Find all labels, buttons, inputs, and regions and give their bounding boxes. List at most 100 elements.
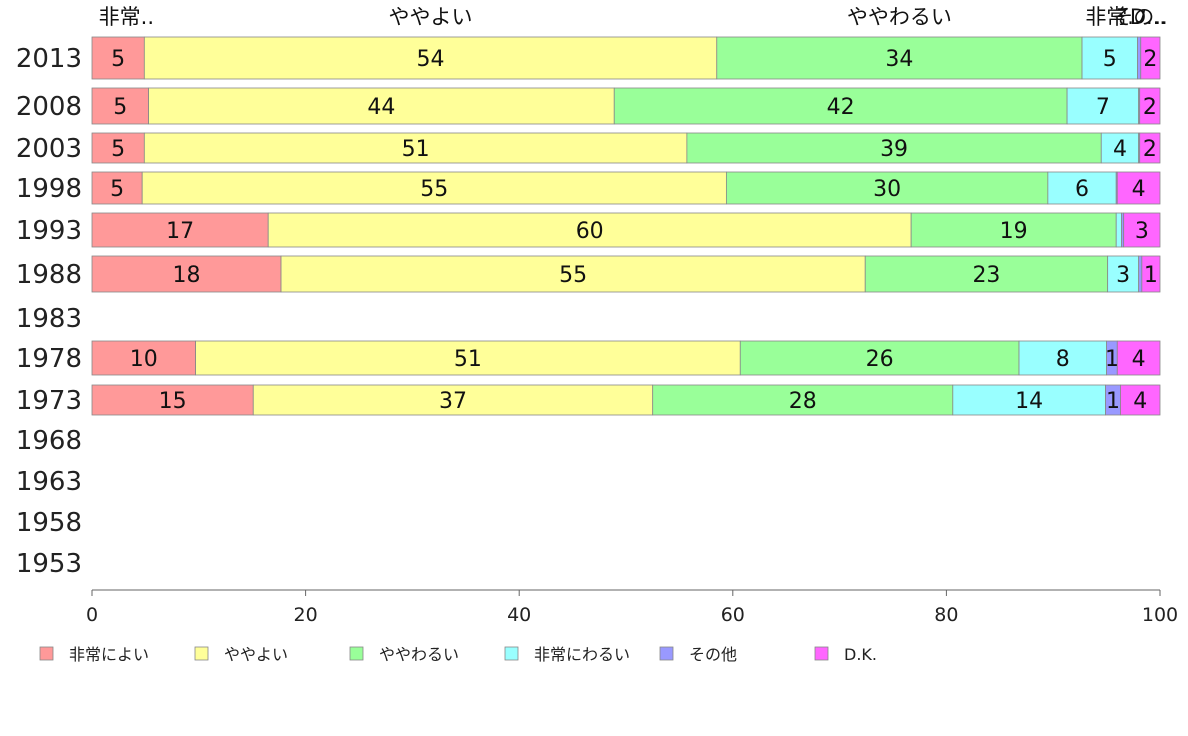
legend-swatch-s0	[39, 646, 54, 661]
top-label-s5: D...	[1130, 5, 1166, 29]
x-axis: 0 20 40 60 80 100	[86, 589, 1178, 626]
legend-swatch-s4	[659, 646, 674, 661]
bar-segment-1988-s1	[280, 255, 866, 293]
year-axis-labels: 2013 2008 2003 1998 1993 1988 1983 1978 1973 1968…	[16, 44, 82, 579]
bar-segment-1973-s3	[952, 384, 1106, 416]
bar-segment-1973-s1	[252, 384, 654, 416]
bar-segment-1998-s2	[725, 171, 1049, 205]
bar-segment-1978-s0	[91, 340, 196, 376]
data-label-2003-s2: 39	[880, 137, 908, 162]
bar-segment-1998-s0	[91, 171, 143, 205]
data-label-1998-s3: 6	[1075, 177, 1089, 202]
bar-segment-2013-s0	[91, 36, 145, 80]
data-label-2013-s5: 2	[1143, 47, 1157, 72]
data-label-1973-s0: 15	[159, 389, 187, 414]
data-label-1973-s2: 28	[789, 389, 817, 414]
data-label-1973-s1: 37	[439, 389, 467, 414]
data-label-2008-s5: 2	[1143, 95, 1157, 120]
x-tick-label-100: 100	[1142, 604, 1178, 626]
bar-segment-2003-s5	[1139, 132, 1161, 164]
data-label-2008-s0: 5	[113, 95, 127, 120]
data-label-1978-s0: 10	[130, 347, 158, 372]
year-label-1983: 1983	[16, 304, 82, 334]
bar-segment-2013-s4	[1137, 36, 1142, 80]
data-label-1973-s4: 1	[1106, 389, 1120, 414]
year-label-2008: 2008	[16, 92, 82, 122]
data-label-1978-s2: 26	[866, 347, 894, 372]
data-label-1993-s0: 17	[166, 219, 194, 244]
data-label-2003-s1: 51	[402, 137, 430, 162]
top-label-s0: 非常..	[99, 5, 154, 29]
bar-segment-1973-s0	[91, 384, 254, 416]
data-label-1993-s5: 3	[1135, 219, 1149, 244]
data-label-2013-s1: 54	[417, 47, 445, 72]
bar-segment-1988-s0	[91, 255, 282, 293]
bar-segment-2003-s2	[686, 132, 1102, 164]
x-tick-label-40: 40	[507, 604, 531, 626]
year-label-1953: 1953	[16, 549, 82, 579]
data-label-2003-s0: 5	[111, 137, 125, 162]
data-label-1978-s5: 4	[1132, 347, 1146, 372]
top-series-labels: 非常.. ややよい ややわるい 非常..その..D...	[99, 5, 1168, 29]
data-label-1993-s2: 19	[1000, 219, 1028, 244]
bar-segment-2003-s0	[91, 132, 145, 164]
year-label-1988: 1988	[16, 260, 82, 290]
data-label-1988-s2: 23	[972, 263, 1000, 288]
legend-swatch-s5	[814, 646, 829, 661]
bar-segment-2008-s0	[91, 87, 150, 125]
legend: 非常によい ややよい ややわるい 非常にわるい その他 D.K.	[39, 645, 877, 664]
bars: 5 54 34 5 25 44 42 7 25 51 39 4 25 55 30 6 417 60 19 318 55 2…	[91, 36, 1161, 416]
year-label-1958: 1958	[16, 508, 82, 538]
year-label-1968: 1968	[16, 426, 82, 456]
bar-segment-2008-s2	[613, 87, 1068, 125]
bar-segment-1998-s5	[1116, 171, 1161, 205]
bar-segment-1993-s3	[1115, 212, 1122, 248]
x-tick-label-60: 60	[721, 604, 745, 626]
bar-segment-1993-s0	[91, 212, 269, 248]
legend-swatch-s2	[349, 646, 364, 661]
top-label-s4: その..	[1112, 5, 1167, 29]
year-label-2013: 2013	[16, 44, 82, 74]
bar-segment-1978-s5	[1116, 340, 1161, 376]
legend-label-s5: D.K.	[844, 645, 877, 664]
data-label-1988-s3: 3	[1116, 263, 1130, 288]
bar-segment-1993-s1	[267, 212, 912, 248]
bar-segment-1988-s5	[1141, 255, 1161, 293]
bar-segment-2013-s5	[1140, 36, 1161, 80]
bar-segment-1998-s1	[141, 171, 727, 205]
data-label-1973-s3: 14	[1015, 389, 1043, 414]
data-label-1978-s3: 8	[1056, 347, 1070, 372]
data-label-2003-s3: 4	[1113, 137, 1127, 162]
data-label-2008-s3: 7	[1096, 95, 1110, 120]
data-label-1998-s1: 55	[420, 177, 448, 202]
legend-label-s4: その他	[689, 645, 737, 664]
data-label-1988-s5: 1	[1144, 263, 1158, 288]
year-label-1963: 1963	[16, 467, 82, 497]
data-label-1998-s5: 4	[1132, 177, 1146, 202]
bar-segment-1998-s3	[1047, 171, 1117, 205]
x-tick-label-0: 0	[86, 604, 98, 626]
x-tick-label-80: 80	[934, 604, 958, 626]
bar-segment-1973-s5	[1120, 384, 1161, 416]
legend-label-s0: 非常によい	[69, 645, 149, 664]
top-label-s2: ややわるい	[847, 5, 952, 29]
data-label-1993-s1: 60	[576, 219, 604, 244]
bar-segment-1978-s2	[739, 340, 1020, 376]
legend-label-s1: ややよい	[224, 645, 288, 664]
bar-segment-1973-s2	[652, 384, 954, 416]
data-label-1978-s1: 51	[454, 347, 482, 372]
top-label-s1: ややよい	[389, 5, 473, 29]
data-label-1988-s1: 55	[559, 263, 587, 288]
legend-swatch-s3	[504, 646, 519, 661]
bar-segment-1988-s2	[864, 255, 1109, 293]
bar-segment-1988-s4	[1138, 255, 1143, 293]
bar-segment-2008-s5	[1139, 87, 1161, 125]
data-label-1988-s0: 18	[173, 263, 201, 288]
data-label-1978-s4: 1	[1105, 347, 1119, 372]
data-label-1998-s2: 30	[873, 177, 901, 202]
year-label-2003: 2003	[16, 134, 82, 164]
x-tick-label-20: 20	[294, 604, 318, 626]
bar-segment-2008-s1	[148, 87, 615, 125]
data-label-2008-s2: 42	[827, 95, 855, 120]
